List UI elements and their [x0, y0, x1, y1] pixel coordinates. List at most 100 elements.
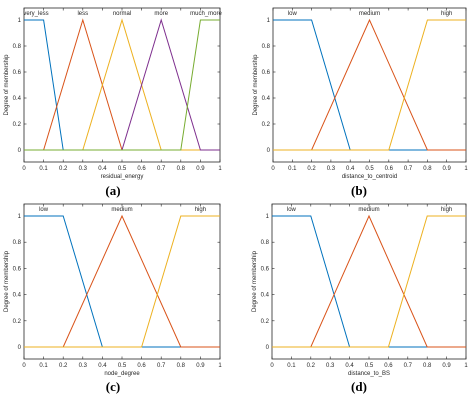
y-tick-label: 0 [18, 345, 22, 351]
y-tick-label: 0.8 [261, 240, 270, 246]
y-axis-label: Degree of membership [252, 250, 258, 312]
series-line-low [273, 19, 466, 151]
plot-area [272, 7, 467, 163]
y-tick-label: 0.4 [262, 96, 271, 102]
x-tick-label: 0 [270, 363, 274, 369]
series-name-label: high [441, 207, 452, 213]
series-name-label: low [287, 207, 297, 213]
x-tick-label: 0.3 [79, 166, 88, 172]
plot-area [23, 7, 221, 163]
x-tick-label: 0.4 [345, 363, 354, 369]
y-tick-label: 0.2 [262, 122, 271, 128]
y-tick-label: 1 [18, 214, 22, 220]
x-tick-label: 0.6 [137, 166, 146, 172]
y-tick-label: 0.6 [13, 70, 22, 76]
x-tick-label: 0.2 [59, 166, 68, 172]
y-tick-label: 0.4 [261, 293, 270, 299]
y-tick-label: 0.2 [261, 319, 270, 325]
y-tick-label: 0.6 [13, 266, 22, 272]
x-tick-label: 0.4 [346, 166, 355, 172]
x-tick-label: 0.9 [196, 166, 205, 172]
series-line-high [272, 215, 466, 348]
chart-panel-2: 0 0.1 0.2 0.3 0.4 0.5 0.6 0.7 0.8 0.9 1 0 0.2 0.4 0.6 0… [253, 7, 468, 180]
x-tick-label: 0.2 [307, 363, 316, 369]
x-tick-label: 1 [464, 166, 468, 172]
x-tick-label: 0.3 [327, 166, 336, 172]
x-tick-label: 0.6 [384, 363, 393, 369]
x-tick-label: 0.8 [177, 166, 186, 172]
series-name-label: more [154, 11, 168, 17]
y-tick-label: 0.4 [13, 293, 22, 299]
y-tick-label: 0.8 [13, 44, 22, 50]
x-tick-label: 0 [22, 166, 26, 172]
y-axis-label: Degree of membership [4, 250, 10, 312]
chart-panel-3: 0 0.1 0.2 0.3 0.4 0.5 0.6 0.7 0.8 0.9 1 0 0.2 0.4 0.6 0… [4, 203, 222, 377]
series-name-label: high [441, 11, 452, 17]
x-tick-label: 0.9 [196, 363, 205, 369]
plot-area [271, 203, 467, 360]
y-tick-label: 1 [18, 18, 22, 24]
series-line-high [273, 19, 466, 151]
x-tick-label: 1 [464, 363, 468, 369]
x-tick-label: 0.5 [365, 363, 374, 369]
series-name-label: high [195, 207, 206, 213]
x-tick-label: 0.9 [442, 363, 451, 369]
x-tick-label: 1 [218, 166, 222, 172]
y-tick-label: 0.4 [13, 96, 22, 102]
x-tick-label: 0 [22, 363, 26, 369]
x-tick-label: 0.2 [307, 166, 316, 172]
x-tick-label: 0.4 [98, 363, 107, 369]
x-tick-label: 0.8 [423, 166, 432, 172]
chart-panel-4: 0 0.1 0.2 0.3 0.4 0.5 0.6 0.7 0.8 0.9 1 0 0.2 0.4 0.6 0… [252, 203, 468, 377]
series-name-label: low [288, 11, 298, 17]
series-name-label: medium [111, 207, 132, 213]
series-name-label: much_more [190, 11, 222, 17]
panel-label: (c) [106, 379, 120, 394]
x-tick-label: 0.8 [177, 363, 186, 369]
y-axis-label: Degree of membership [253, 54, 259, 116]
x-tick-label: 0.9 [443, 166, 452, 172]
x-tick-label: 0.1 [288, 166, 297, 172]
x-tick-label: 0.7 [157, 166, 166, 172]
y-tick-label: 0.6 [262, 70, 271, 76]
series-name-label: very_less [23, 11, 48, 17]
y-tick-label: 0 [266, 345, 270, 351]
chart-panel-1: 0 0.1 0.2 0.3 0.4 0.5 0.6 0.7 0.8 0.9 1 0 0.2 0.4 0.6 0… [4, 7, 222, 180]
x-tick-label: 0 [271, 166, 275, 172]
y-tick-label: 0.8 [262, 44, 271, 50]
x-axis-label: distance_to_BS [348, 371, 390, 377]
panel-label: (b) [351, 183, 367, 198]
x-axis-label: distance_to_centroid [342, 174, 397, 180]
plot-area [23, 203, 221, 360]
x-tick-label: 0.7 [404, 363, 413, 369]
series-name-label: less [77, 11, 88, 17]
x-tick-label: 0.3 [79, 363, 88, 369]
y-tick-label: 0.2 [13, 319, 22, 325]
series-name-label: low [39, 207, 49, 213]
x-tick-label: 0.5 [118, 166, 127, 172]
x-tick-label: 0.6 [385, 166, 394, 172]
x-tick-label: 1 [218, 363, 222, 369]
x-tick-label: 0.7 [404, 166, 413, 172]
y-axis-label: Degree of membership [4, 54, 10, 116]
series-line-high [24, 215, 220, 348]
y-tick-label: 0 [18, 148, 22, 154]
x-axis-label: node_degree [104, 371, 140, 377]
series-line-low [272, 215, 466, 348]
y-tick-label: 0 [267, 148, 271, 154]
y-tick-label: 0.6 [261, 266, 270, 272]
x-tick-label: 0.6 [137, 363, 146, 369]
series-name-label: normal [113, 11, 131, 17]
panel-label: (a) [105, 183, 120, 198]
x-tick-label: 0.1 [39, 166, 48, 172]
x-tick-label: 0.7 [157, 363, 166, 369]
series-name-label: medium [358, 207, 379, 213]
x-tick-label: 0.4 [98, 166, 107, 172]
y-tick-label: 1 [267, 18, 271, 24]
x-tick-label: 0.1 [287, 363, 296, 369]
y-tick-label: 0.2 [13, 122, 22, 128]
series-name-label: medium [359, 11, 380, 17]
series-line-much-more [24, 19, 220, 151]
x-axis-label: residual_energy [101, 174, 144, 180]
